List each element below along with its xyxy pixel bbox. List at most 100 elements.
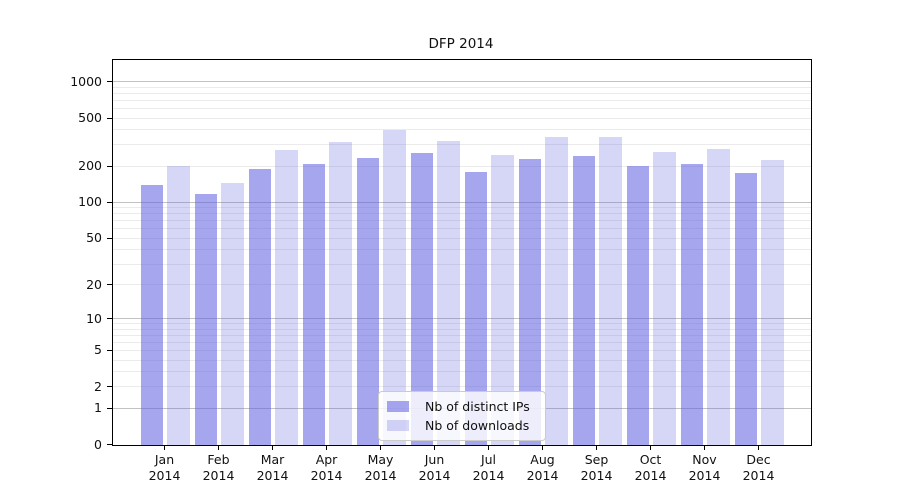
minor-gridline <box>113 341 811 343</box>
y-tick-mark <box>107 201 112 203</box>
x-axis-tick-label: Jul 2014 <box>457 452 521 484</box>
x-axis-tick-year: 2014 <box>688 468 721 483</box>
x-axis-tick-label: Apr 2014 <box>295 452 359 484</box>
y-tick-mark <box>107 444 112 445</box>
minor-gridline <box>113 334 811 336</box>
minor-gridline <box>113 86 811 88</box>
y-tick-mark <box>107 117 112 119</box>
y-axis-tick-label: 500 <box>78 110 102 126</box>
x-axis-tick-label: Mar 2014 <box>241 452 305 484</box>
plot-area <box>112 59 812 446</box>
legend-item: Nb of distinct IPs <box>387 397 539 416</box>
x-axis-tick-year: 2014 <box>364 468 397 483</box>
minor-gridline <box>113 220 811 222</box>
bar-downloads-jun <box>437 140 460 445</box>
legend-label: Nb of downloads <box>425 418 530 433</box>
minor-gridline <box>113 237 811 239</box>
minor-gridline <box>113 328 811 330</box>
y-axis-tick-label: 2 <box>94 378 102 394</box>
x-axis-tick-label: Sep 2014 <box>565 452 629 484</box>
minor-gridline <box>113 207 811 209</box>
y-axis-tick-label: 0 <box>94 436 102 452</box>
minor-gridline <box>113 117 811 119</box>
minor-gridline <box>113 359 811 361</box>
bar-downloads-apr <box>329 142 352 445</box>
x-axis-tick-label: Dec 2014 <box>727 452 791 484</box>
y-tick-mark <box>107 284 112 286</box>
minor-gridline <box>113 263 811 265</box>
y-tick-mark <box>107 81 112 83</box>
bar-distinct-ips-nov <box>680 163 704 445</box>
x-axis-tick-label: May 2014 <box>349 452 413 484</box>
bar-downloads-feb <box>221 182 244 445</box>
x-axis-tick-year: 2014 <box>418 468 451 483</box>
y-axis-tick-label: 50 <box>86 230 102 246</box>
y-tick-mark <box>107 237 112 239</box>
major-gridline <box>113 201 811 203</box>
bar-distinct-ips-feb <box>194 194 218 445</box>
bar-distinct-ips-apr <box>302 163 326 445</box>
x-axis-tick-label: Feb 2014 <box>187 452 251 484</box>
x-axis-tick-year: 2014 <box>256 468 289 483</box>
bar-downloads-mar <box>275 149 298 445</box>
minor-gridline <box>113 213 811 215</box>
x-tick-mark <box>272 445 273 450</box>
bar-downloads-dec <box>761 160 784 445</box>
x-tick-mark <box>326 445 327 450</box>
chart-title: DFP 2014 <box>428 36 494 52</box>
y-axis-tick-label: 200 <box>78 158 102 174</box>
bar-distinct-ips-jan <box>140 184 164 445</box>
bar-downloads-jul <box>491 155 514 445</box>
major-gridline <box>113 318 811 320</box>
minor-gridline <box>113 249 811 251</box>
bar-distinct-ips-mar <box>248 169 272 445</box>
y-tick-mark <box>107 386 112 388</box>
legend-label: Nb of distinct IPs <box>425 399 530 414</box>
bar-distinct-ips-jul <box>464 172 488 445</box>
y-axis-tick-label: 100 <box>78 194 102 210</box>
minor-gridline <box>113 228 811 230</box>
x-axis-tick-year: 2014 <box>634 468 667 483</box>
minor-gridline <box>113 165 811 167</box>
x-axis-tick-year: 2014 <box>526 468 559 483</box>
y-axis-tick-label: 10 <box>86 310 102 326</box>
y-axis-tick-label: 5 <box>94 342 102 358</box>
x-tick-mark <box>164 445 165 450</box>
major-gridline <box>113 81 811 83</box>
y-tick-mark <box>107 165 112 167</box>
y-axis-tick-label: 20 <box>86 276 102 292</box>
bar-distinct-ips-jun <box>410 152 434 445</box>
bar-distinct-ips-may <box>356 157 380 445</box>
x-axis-tick-year: 2014 <box>472 468 505 483</box>
minor-gridline <box>113 108 811 110</box>
minor-gridline <box>113 323 811 325</box>
x-tick-mark <box>704 445 705 450</box>
bar-distinct-ips-aug <box>518 159 542 445</box>
bar-downloads-may <box>383 130 406 445</box>
x-tick-mark <box>596 445 597 450</box>
x-tick-mark <box>542 445 543 450</box>
x-axis-tick-year: 2014 <box>580 468 613 483</box>
x-axis-tick-label: Nov 2014 <box>673 452 737 484</box>
bar-downloads-oct <box>653 151 676 445</box>
y-tick-mark <box>107 349 112 351</box>
y-tick-mark <box>107 318 112 320</box>
bar-downloads-sep <box>599 137 622 445</box>
bar-distinct-ips-dec <box>734 172 758 445</box>
x-axis-tick-year: 2014 <box>310 468 343 483</box>
x-axis-tick-label: Aug 2014 <box>511 452 575 484</box>
minor-gridline <box>113 92 811 94</box>
minor-gridline <box>113 284 811 286</box>
x-tick-mark <box>380 445 381 450</box>
minor-gridline <box>113 386 811 388</box>
x-tick-mark <box>434 445 435 450</box>
bar-distinct-ips-sep <box>572 156 596 445</box>
y-axis-tick-label: 1000 <box>70 73 102 89</box>
minor-gridline <box>113 99 811 101</box>
x-tick-mark <box>650 445 651 450</box>
legend-swatch-distinct-ips <box>387 401 409 412</box>
x-axis-tick-year: 2014 <box>148 468 181 483</box>
legend: Nb of distinct IPs Nb of downloads <box>378 391 546 441</box>
x-tick-mark <box>758 445 759 450</box>
